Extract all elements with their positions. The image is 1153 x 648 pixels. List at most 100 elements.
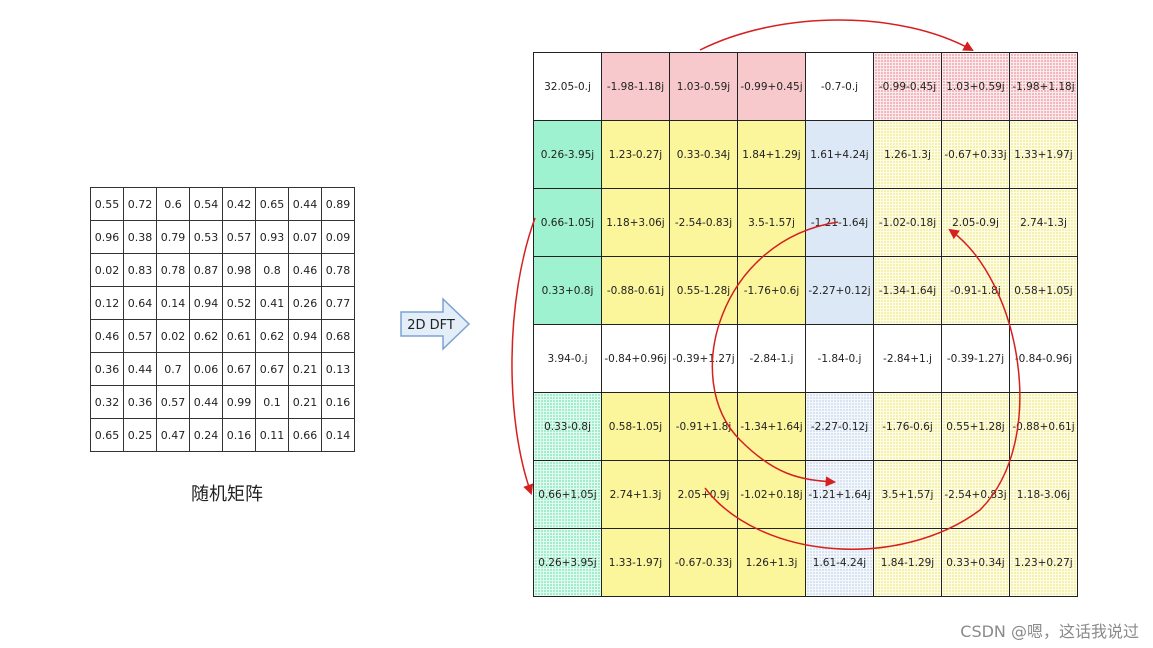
dft-cell: 1.33+1.97j <box>1009 120 1078 189</box>
matrix-cell: 0.78 <box>156 253 190 287</box>
dft-row: 0.66+1.05j 2.74+1.3j 2.05+0.9j -1.02+0.18j -… <box>533 460 1078 529</box>
dft-cell: 0.58+1.05j <box>1009 256 1078 325</box>
dft-cell: -1.02+0.18j <box>737 460 806 529</box>
matrix-cell: 0.93 <box>255 220 289 254</box>
dft-row: 0.26+3.95j 1.33-1.97j -0.67-0.33j 1.26+1.3j… <box>533 528 1078 597</box>
dft-cell: -1.02-0.18j <box>873 188 942 257</box>
matrix-cell: 0.46 <box>90 319 124 353</box>
matrix-cell: 0.02 <box>90 253 124 287</box>
matrix-cell: 0.32 <box>90 385 124 419</box>
dft-cell: -1.84-0.j <box>805 324 874 393</box>
dft-cell: 3.94-0.j <box>533 324 602 393</box>
dft-cell: 0.33-0.8j <box>533 392 602 461</box>
matrix-cell: 0.64 <box>123 286 157 320</box>
matrix-cell: 0.12 <box>90 286 124 320</box>
dft-cell: -1.21+1.64j <box>805 460 874 529</box>
matrix-cell: 0.38 <box>123 220 157 254</box>
random-matrix: 0.55 0.72 0.6 0.54 0.42 0.65 0.44 0.89 0.96 0.38 0… <box>90 187 355 452</box>
dft-arrow-label: 2D DFT <box>407 318 455 333</box>
matrix-cell: 0.65 <box>255 187 289 221</box>
dft-cell: -0.39-1.27j <box>941 324 1010 393</box>
dft-row: 0.66-1.05j 1.18+3.06j -2.54-0.83j 3.5-1.57j… <box>533 188 1078 257</box>
matrix-cell: 0.68 <box>321 319 355 353</box>
matrix-cell: 0.6 <box>156 187 190 221</box>
dft-cell: 1.33-1.97j <box>601 528 670 597</box>
matrix-cell: 0.62 <box>189 319 223 353</box>
matrix-cell: 0.67 <box>255 352 289 386</box>
dft-cell: 2.05+0.9j <box>669 460 738 529</box>
dft-cell: -0.91-1.8j <box>941 256 1010 325</box>
matrix-cell: 0.26 <box>288 286 322 320</box>
dft-cell: 1.18+3.06j <box>601 188 670 257</box>
matrix-cell: 0.36 <box>90 352 124 386</box>
dft-cell: 2.05-0.9j <box>941 188 1010 257</box>
dft-cell: 1.61+4.24j <box>805 120 874 189</box>
dft-cell: 1.84-1.29j <box>873 528 942 597</box>
dft-cell: -2.27-0.12j <box>805 392 874 461</box>
dft-cell: 3.5+1.57j <box>873 460 942 529</box>
dft-cell: -0.88-0.61j <box>601 256 670 325</box>
matrix-cell: 0.72 <box>123 187 157 221</box>
matrix-cell: 0.36 <box>123 385 157 419</box>
matrix-cell: 0.57 <box>222 220 256 254</box>
matrix-cell: 0.52 <box>222 286 256 320</box>
matrix-row: 0.96 0.38 0.79 0.53 0.57 0.93 0.07 0.09 <box>90 220 355 254</box>
matrix-cell: 0.24 <box>189 418 223 452</box>
dft-row: 0.33+0.8j -0.88-0.61j 0.55-1.28j -1.76+0.6j… <box>533 256 1078 325</box>
dft-cell: 1.23+0.27j <box>1009 528 1078 597</box>
matrix-cell: 0.57 <box>123 319 157 353</box>
dft-result-matrix: 32.05-0.j -1.98-1.18j 1.03-0.59j -0.99+0.45… <box>533 52 1078 597</box>
matrix-cell: 0.98 <box>222 253 256 287</box>
matrix-cell: 0.44 <box>288 187 322 221</box>
matrix-row: 0.65 0.25 0.47 0.24 0.16 0.11 0.66 0.14 <box>90 418 355 452</box>
matrix-cell: 0.07 <box>288 220 322 254</box>
matrix-cell: 0.14 <box>321 418 355 452</box>
matrix-cell: 0.66 <box>288 418 322 452</box>
dft-cell: 0.26+3.95j <box>533 528 602 597</box>
dft-cell: -1.98-1.18j <box>601 52 670 121</box>
dft-cell: -0.7-0.j <box>805 52 874 121</box>
matrix-cell: 0.79 <box>156 220 190 254</box>
dft-cell: 3.5-1.57j <box>737 188 806 257</box>
dft-cell: -2.84+1.j <box>873 324 942 393</box>
matrix-cell: 0.09 <box>321 220 355 254</box>
dft-cell: -2.54+0.83j <box>941 460 1010 529</box>
dft-cell: 32.05-0.j <box>533 52 602 121</box>
dft-cell: 1.23-0.27j <box>601 120 670 189</box>
matrix-cell: 0.47 <box>156 418 190 452</box>
matrix-cell: 0.8 <box>255 253 289 287</box>
matrix-cell: 0.02 <box>156 319 190 353</box>
matrix-cell: 0.21 <box>288 385 322 419</box>
matrix-cell: 0.1 <box>255 385 289 419</box>
matrix-cell: 0.67 <box>222 352 256 386</box>
dft-transform-arrow: 2D DFT <box>400 297 471 351</box>
matrix-cell: 0.06 <box>189 352 223 386</box>
matrix-cell: 0.55 <box>90 187 124 221</box>
matrix-row: 0.46 0.57 0.02 0.62 0.61 0.62 0.94 0.68 <box>90 319 355 353</box>
matrix-cell: 0.78 <box>321 253 355 287</box>
matrix-cell: 0.87 <box>189 253 223 287</box>
dft-cell: 1.03-0.59j <box>669 52 738 121</box>
matrix-cell: 0.83 <box>123 253 157 287</box>
dft-cell: -0.84-0.96j <box>1009 324 1078 393</box>
dft-cell: 1.26+1.3j <box>737 528 806 597</box>
dft-cell: -1.21-1.64j <box>805 188 874 257</box>
dft-cell: 2.74+1.3j <box>601 460 670 529</box>
matrix-cell: 0.65 <box>90 418 124 452</box>
matrix-cell: 0.94 <box>288 319 322 353</box>
matrix-cell: 0.16 <box>222 418 256 452</box>
dft-cell: -2.27+0.12j <box>805 256 874 325</box>
matrix-cell: 0.53 <box>189 220 223 254</box>
dft-cell: 0.26-3.95j <box>533 120 602 189</box>
matrix-cell: 0.46 <box>288 253 322 287</box>
dft-cell: -0.67-0.33j <box>669 528 738 597</box>
matrix-cell: 0.42 <box>222 187 256 221</box>
dft-cell: -1.98+1.18j <box>1009 52 1078 121</box>
dft-row: 0.26-3.95j 1.23-0.27j 0.33-0.34j 1.84+1.29j… <box>533 120 1078 189</box>
matrix-cell: 0.7 <box>156 352 190 386</box>
dft-cell: -0.88+0.61j <box>1009 392 1078 461</box>
dft-cell: 1.61-4.24j <box>805 528 874 597</box>
dft-cell: 0.66+1.05j <box>533 460 602 529</box>
matrix-cell: 0.16 <box>321 385 355 419</box>
dft-cell: -0.99+0.45j <box>737 52 806 121</box>
